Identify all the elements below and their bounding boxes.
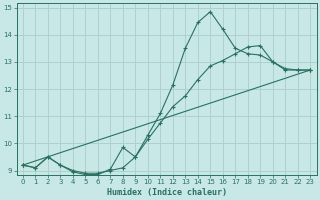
X-axis label: Humidex (Indice chaleur): Humidex (Indice chaleur) (107, 188, 227, 197)
